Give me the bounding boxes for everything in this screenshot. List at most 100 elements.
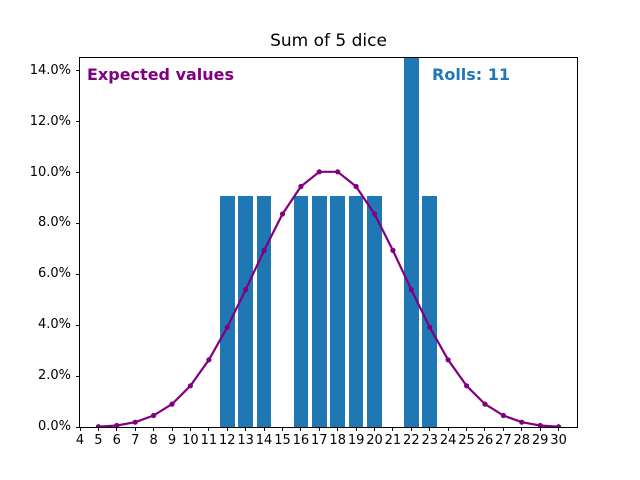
x-tick-label: 28: [513, 433, 531, 448]
x-tick-label: 18: [329, 433, 346, 448]
x-tick-label: 22: [403, 433, 420, 448]
line-marker: [500, 412, 506, 419]
x-tick-label: 26: [476, 433, 494, 448]
x-tick-label: 30: [550, 433, 567, 448]
y-tick-mark: [76, 222, 80, 224]
x-tick-label: 15: [274, 433, 291, 448]
x-tick-mark: [281, 427, 283, 431]
x-tick-mark: [79, 427, 81, 431]
y-tick-label: 6.0%: [37, 266, 71, 282]
line-marker: [519, 419, 525, 425]
x-tick-mark: [410, 427, 412, 431]
y-tick-mark: [76, 324, 80, 326]
line-marker: [95, 424, 101, 427]
x-tick-label: 16: [292, 433, 310, 448]
x-tick-label: 8: [149, 433, 158, 448]
y-tick-label: 10.0%: [29, 164, 71, 180]
x-tick-label: 23: [421, 433, 438, 448]
x-tick-mark: [226, 427, 228, 431]
line-marker: [556, 424, 562, 427]
x-tick-label: 20: [366, 433, 383, 448]
x-tick-label: 24: [439, 433, 457, 448]
x-tick-label: 4: [75, 433, 85, 448]
y-tick-label: 8.0%: [37, 215, 71, 231]
x-tick-mark: [392, 427, 394, 431]
bar: [348, 195, 364, 427]
x-tick-mark: [245, 427, 247, 431]
x-tick-label: 27: [495, 433, 512, 448]
x-tick-mark: [97, 427, 99, 431]
x-tick-mark: [447, 427, 449, 431]
x-tick-mark: [263, 427, 265, 431]
x-tick-mark: [355, 427, 357, 431]
line-marker: [390, 247, 396, 253]
x-tick-mark: [484, 427, 486, 431]
line-marker: [537, 422, 543, 427]
x-tick-mark: [337, 427, 339, 431]
x-tick-label: 21: [384, 433, 402, 448]
line-marker: [464, 383, 470, 389]
x-tick-label: 13: [237, 433, 254, 448]
bar: [367, 195, 382, 427]
x-tick-label: 7: [131, 433, 140, 448]
y-tick-mark: [76, 273, 80, 275]
x-tick-mark: [153, 427, 155, 431]
expected-line: [95, 169, 562, 427]
y-tick-label: 4.0%: [37, 317, 71, 333]
x-tick-label: 10: [182, 433, 199, 448]
line-marker: [335, 169, 341, 175]
line-marker: [261, 247, 267, 253]
line-marker: [187, 383, 193, 389]
x-tick-mark: [539, 427, 541, 431]
line-marker: [482, 401, 488, 407]
y-tick-mark: [76, 375, 80, 377]
x-tick-label: 19: [347, 433, 365, 448]
plot-area: Expected values Rolls: 11: [79, 57, 578, 428]
chart-title: Sum of 5 dice: [270, 31, 387, 51]
x-tick-mark: [558, 427, 560, 431]
y-tick-label: 2.0%: [37, 368, 71, 384]
bar: [330, 195, 346, 427]
line-marker: [298, 183, 304, 190]
line-marker: [114, 422, 120, 427]
x-tick-mark: [300, 427, 302, 431]
expected-values-label: Expected values: [87, 65, 235, 84]
bar: [422, 195, 438, 427]
x-tick-mark: [189, 427, 191, 431]
x-tick-label: 14: [255, 433, 273, 448]
bar: [311, 195, 327, 427]
x-tick-mark: [429, 427, 431, 431]
y-tick-label: 14.0%: [29, 62, 71, 78]
line-marker: [243, 287, 249, 293]
y-tick-label: 0.0%: [37, 419, 71, 434]
x-tick-mark: [502, 427, 504, 431]
bar: [403, 58, 419, 427]
line-marker: [445, 357, 451, 363]
line-marker: [353, 183, 359, 190]
x-tick-label: 12: [218, 433, 236, 448]
x-tick-label: 5: [94, 433, 103, 448]
line-marker: [206, 357, 212, 363]
line-marker: [427, 324, 433, 330]
y-tick-mark: [76, 172, 80, 174]
x-tick-label: 11: [200, 433, 218, 448]
line-marker: [224, 324, 230, 330]
bar: [293, 195, 309, 427]
line-marker: [316, 169, 322, 175]
bar: [219, 195, 235, 427]
line-marker: [371, 211, 378, 217]
line-marker: [132, 419, 138, 425]
bar: [256, 195, 272, 427]
x-tick-label: 9: [167, 433, 177, 448]
x-tick-mark: [116, 427, 118, 431]
x-tick-label: 6: [112, 433, 121, 448]
y-tick-label: 12.0%: [29, 113, 71, 129]
x-tick-mark: [374, 427, 376, 431]
bar: [238, 195, 254, 427]
line-marker: [151, 412, 157, 419]
rolls-count-label: Rolls: 11: [432, 65, 511, 84]
line-marker: [408, 287, 414, 293]
x-tick-mark: [134, 427, 136, 431]
x-tick-mark: [171, 427, 173, 431]
